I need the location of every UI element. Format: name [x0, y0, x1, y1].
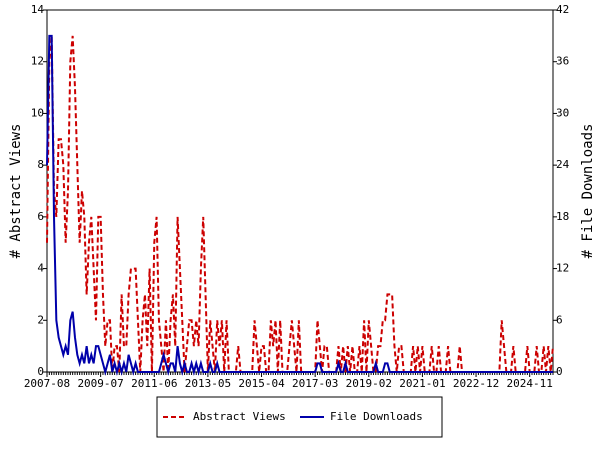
y2-tick-label: 0 — [556, 365, 563, 378]
x-tick-label: 2019-02 — [346, 377, 392, 390]
x-tick-label: 2007-08 — [24, 377, 70, 390]
x-tick-label: 2017-03 — [292, 377, 338, 390]
y-tick-label: 6 — [37, 210, 44, 223]
x-tick-label: 2013-05 — [185, 377, 231, 390]
x-tick-label: 2015-04 — [238, 377, 285, 390]
y-tick-label: 12 — [31, 55, 44, 68]
x-tick-label: 2022-12 — [453, 377, 499, 390]
y2-tick-label: 18 — [556, 210, 569, 223]
x-tick-label: 2021-01 — [399, 377, 445, 390]
x-tick-label: 2009-07 — [77, 377, 123, 390]
y-tick-label: 0 — [37, 365, 44, 378]
y-axis-label: # Abstract Views — [8, 124, 24, 259]
y2-tick-label: 42 — [556, 3, 569, 16]
series-line — [46, 35, 554, 373]
y2-tick-label: 30 — [556, 106, 569, 119]
y2-tick-label: 12 — [556, 262, 569, 275]
y2-tick-label: 24 — [556, 158, 570, 171]
legend-box — [156, 396, 443, 438]
series-line — [46, 34, 553, 376]
y2-tick-label: 6 — [556, 313, 563, 326]
y-tick-label: 4 — [37, 262, 44, 275]
y-tick-label: 14 — [31, 3, 45, 16]
x-tick-label: 2024-11 — [507, 377, 553, 390]
legend-label: Abstract Views — [193, 410, 286, 423]
x-tick-label: 2011-06 — [131, 377, 177, 390]
y-tick-label: 2 — [37, 313, 44, 326]
legend-label: File Downloads — [330, 410, 423, 423]
y2-tick-label: 36 — [556, 55, 569, 68]
y2-axis-label: # File Downloads — [580, 124, 596, 259]
y-tick-label: 10 — [31, 106, 44, 119]
y-tick-label: 8 — [37, 158, 44, 171]
